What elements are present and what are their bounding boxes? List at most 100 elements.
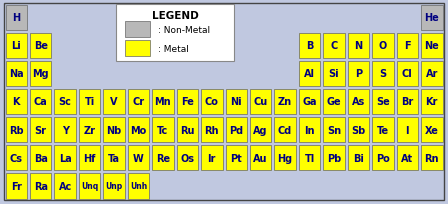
Bar [201,118,223,143]
Text: Xe: Xe [425,125,439,135]
Bar [348,61,369,86]
Bar [201,90,223,114]
Bar [116,5,234,61]
Text: Sr: Sr [34,125,47,135]
Bar [348,90,369,114]
Text: Pd: Pd [229,125,243,135]
Bar [396,61,418,86]
Text: Cs: Cs [10,153,23,163]
Bar [30,145,52,171]
Bar [323,33,345,59]
Text: Zn: Zn [278,97,292,107]
Bar [225,118,247,143]
Bar [421,33,443,59]
Text: Zr: Zr [84,125,95,135]
Bar [250,90,271,114]
Bar [348,33,369,59]
Text: Mg: Mg [32,69,49,79]
Text: Ge: Ge [327,97,341,107]
Bar [128,90,149,114]
Text: La: La [59,153,72,163]
Bar [128,174,149,198]
Text: Mn: Mn [155,97,171,107]
Text: Ba: Ba [34,153,47,163]
Text: F: F [404,41,411,51]
Bar [421,118,443,143]
Text: Re: Re [156,153,170,163]
Text: Y: Y [62,125,69,135]
Bar [103,145,125,171]
Text: Kr: Kr [426,97,438,107]
Text: Ra: Ra [34,181,47,191]
Bar [299,118,320,143]
Text: Cu: Cu [254,97,268,107]
Text: Tc: Tc [157,125,168,135]
Text: Hg: Hg [278,153,293,163]
Text: Unp: Unp [105,182,123,191]
Text: Ga: Ga [302,97,317,107]
Bar [54,118,76,143]
Bar [421,145,443,171]
Text: N: N [354,41,362,51]
Text: Ta: Ta [108,153,120,163]
Bar [323,145,345,171]
Bar [54,174,76,198]
Text: Bi: Bi [353,153,364,163]
Text: P: P [355,69,362,79]
Bar [323,61,345,86]
Bar [5,6,27,30]
Text: H: H [12,13,20,23]
Text: Br: Br [401,97,414,107]
Bar [103,174,125,198]
Bar [103,90,125,114]
Text: Rb: Rb [9,125,24,135]
Bar [299,61,320,86]
Text: Ru: Ru [180,125,194,135]
Text: Ar: Ar [426,69,438,79]
Text: Si: Si [329,69,339,79]
Text: I: I [405,125,409,135]
Text: Rh: Rh [205,125,219,135]
Text: Se: Se [376,97,390,107]
Bar [177,90,198,114]
Bar [372,118,394,143]
Text: Sn: Sn [327,125,341,135]
Text: Os: Os [181,153,194,163]
Bar [274,145,296,171]
Text: : Non-Metal: : Non-Metal [158,26,210,34]
Text: Be: Be [34,41,47,51]
Bar [128,145,149,171]
Text: Ac: Ac [59,181,72,191]
Text: B: B [306,41,313,51]
Text: Cr: Cr [132,97,145,107]
Bar [299,145,320,171]
Text: Fr: Fr [11,181,22,191]
Text: Ne: Ne [424,41,439,51]
Bar [225,90,247,114]
Bar [128,118,149,143]
Text: Na: Na [9,69,24,79]
Bar [299,33,320,59]
Bar [396,33,418,59]
Bar [372,33,394,59]
Bar [5,145,27,171]
Text: Ti: Ti [84,97,95,107]
Bar [177,145,198,171]
Text: Pb: Pb [327,153,341,163]
Text: K: K [13,97,20,107]
Bar [79,118,100,143]
Text: Po: Po [376,153,390,163]
Bar [30,90,52,114]
Bar [372,61,394,86]
Bar [5,90,27,114]
Text: In: In [304,125,315,135]
Text: O: O [379,41,387,51]
Bar [103,118,125,143]
Bar [396,90,418,114]
Text: Co: Co [205,97,219,107]
Text: Te: Te [377,125,389,135]
Bar [396,145,418,171]
Text: Sb: Sb [351,125,366,135]
Text: Pt: Pt [230,153,242,163]
Bar [421,61,443,86]
